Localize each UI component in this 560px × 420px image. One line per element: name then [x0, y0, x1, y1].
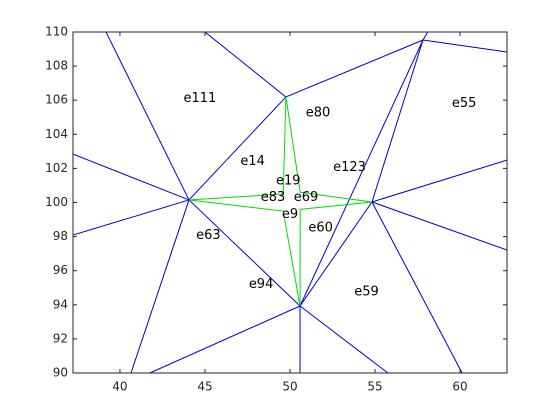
y-tick-label: 90 [53, 366, 68, 380]
mesh-edge [299, 39, 424, 307]
element-label: e94 [249, 277, 274, 292]
element-label: e80 [306, 105, 331, 120]
element-label: e55 [452, 96, 477, 111]
x-tick-label: 55 [367, 380, 382, 394]
element-label: e63 [196, 228, 221, 243]
mesh-edge [105, 32, 190, 201]
mesh-edge [188, 96, 373, 307]
x-tick-label: 40 [112, 380, 127, 394]
element-label: e123 [333, 160, 366, 175]
x-tick-label: 45 [197, 380, 212, 394]
y-tick-label: 102 [45, 161, 68, 175]
mesh-edge [73, 153, 190, 201]
y-tick-label: 106 [45, 93, 68, 107]
mesh-edge [149, 305, 301, 373]
y-tick-label: 94 [53, 297, 68, 311]
mesh-edge [371, 201, 463, 373]
x-tick-label: 60 [452, 380, 467, 394]
y-tick-label: 110 [45, 25, 68, 39]
mesh-edge [188, 199, 301, 307]
mesh-edge [371, 201, 507, 251]
y-tick-label: 104 [45, 127, 68, 141]
mesh-edge [285, 39, 424, 98]
mesh-edge [422, 32, 429, 41]
mesh-edge [299, 305, 389, 373]
y-tick-label: 98 [53, 229, 68, 243]
mesh-edge [204, 32, 287, 98]
element-label: e111 [183, 91, 216, 106]
element-label: e69 [294, 190, 319, 205]
mesh-edge [371, 159, 507, 203]
element-label: e59 [354, 285, 379, 300]
mesh-edge [371, 39, 424, 203]
y-tick-label: 96 [53, 263, 68, 277]
mesh-edge [299, 201, 373, 307]
element-label: e83 [261, 190, 286, 205]
mesh-edge [73, 199, 190, 236]
y-tick-label: 100 [45, 195, 68, 209]
axes: 40 45 50 55 60 90 92 94 96 98 100 102 104 106 108 110 [45, 25, 508, 394]
element-label: e9 [282, 207, 298, 222]
element-label: e14 [240, 154, 265, 169]
y-tick-label: 92 [53, 331, 68, 345]
mesh-edge [130, 199, 190, 373]
y-tick-label: 108 [45, 59, 68, 73]
element-label: e60 [308, 221, 333, 236]
plot-area [73, 32, 507, 373]
element-label: e19 [276, 174, 301, 189]
x-tick-label: 50 [282, 380, 297, 394]
mesh-edge [188, 96, 287, 201]
mesh-edge [422, 39, 507, 53]
